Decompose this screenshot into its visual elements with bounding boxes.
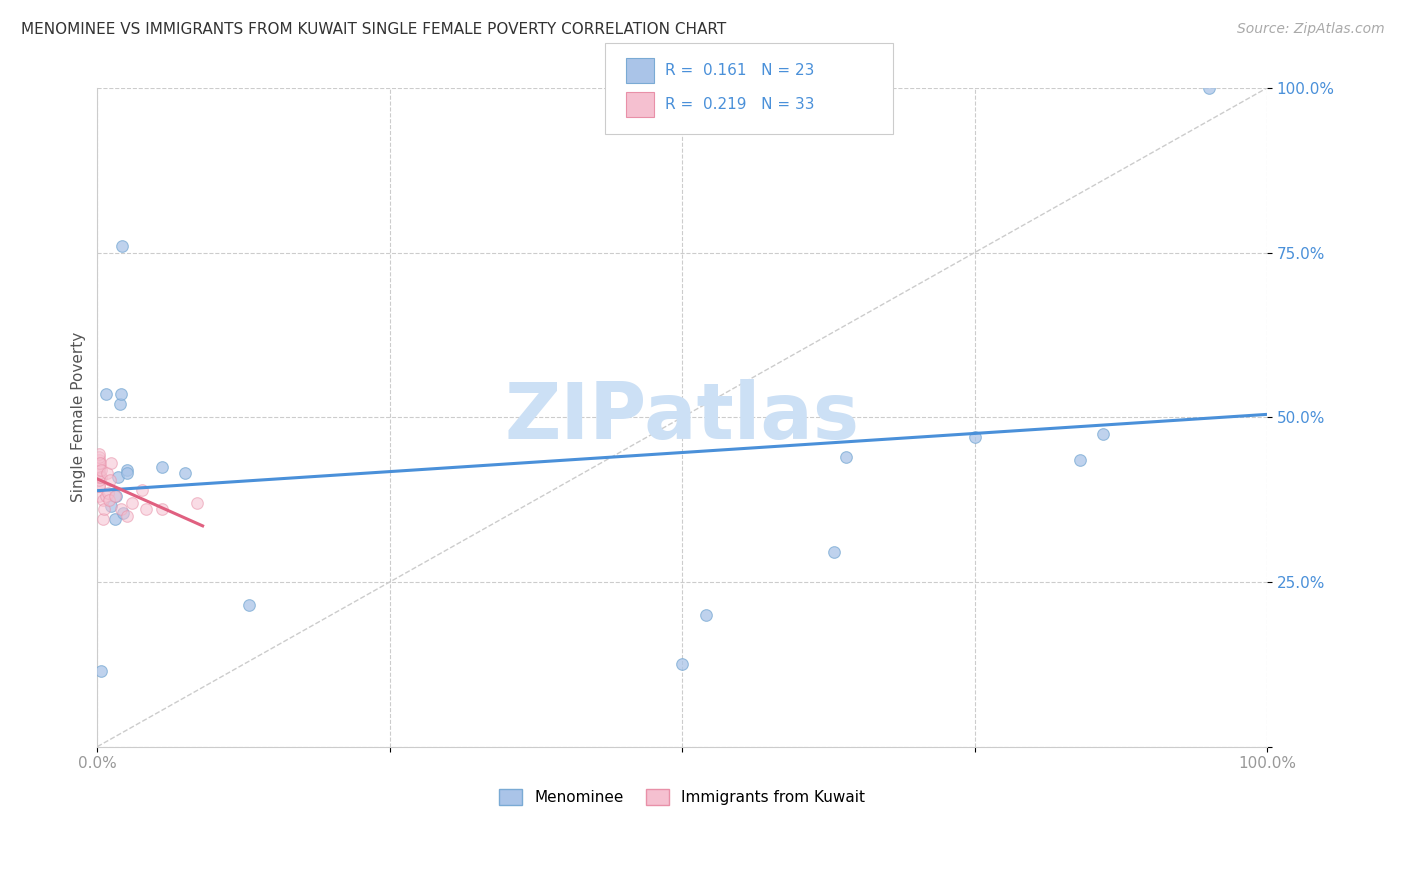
Point (87, 456, 110, 470)
Point (1092, 426, 1115, 441)
Point (100, 456, 122, 470)
Point (94, 387, 117, 401)
Point (90, 463, 112, 477)
Point (96, 467, 118, 481)
Point (98, 492, 121, 507)
Y-axis label: Single Female Poverty: Single Female Poverty (72, 332, 86, 502)
Point (105, 489, 128, 503)
Point (135, 502, 157, 516)
Point (823, 545, 845, 559)
Point (111, 239, 134, 253)
Point (695, 607, 717, 622)
Point (91, 512, 114, 526)
Point (87, 450, 110, 464)
Point (90, 664, 112, 678)
Point (98, 473, 121, 487)
Point (94, 489, 117, 503)
Point (121, 496, 143, 510)
Text: Source: ZipAtlas.com: Source: ZipAtlas.com (1237, 22, 1385, 37)
Point (115, 509, 138, 524)
Point (87, 453, 110, 467)
Point (87, 489, 110, 503)
Point (89, 456, 111, 470)
Point (963, 430, 986, 444)
Legend: Menominee, Immigrants from Kuwait: Menominee, Immigrants from Kuwait (492, 783, 872, 812)
Point (115, 463, 138, 477)
Point (112, 506, 135, 520)
Point (87, 463, 110, 477)
Point (1198, 81, 1220, 95)
Point (90, 469, 112, 483)
Point (110, 387, 132, 401)
Point (91, 492, 114, 507)
Point (87, 467, 110, 481)
Point (87, 469, 110, 483)
Point (104, 512, 127, 526)
Point (87, 459, 110, 474)
Point (87, 446, 110, 460)
Point (107, 469, 129, 483)
Point (87, 479, 110, 493)
Point (150, 459, 173, 474)
Point (150, 502, 173, 516)
Point (671, 657, 693, 672)
Point (1069, 453, 1091, 467)
Point (131, 483, 153, 497)
Point (110, 502, 132, 516)
Point (108, 397, 131, 411)
Point (87, 459, 110, 474)
Point (104, 489, 127, 503)
Point (835, 450, 858, 464)
Point (115, 467, 138, 481)
Point (97, 486, 120, 500)
Point (87, 479, 110, 493)
Text: R =  0.161   N = 23: R = 0.161 N = 23 (665, 63, 814, 78)
Point (93, 502, 115, 516)
Text: ZIPatlas: ZIPatlas (505, 379, 859, 455)
Point (87, 473, 110, 487)
Point (174, 467, 197, 481)
Point (186, 496, 208, 510)
Point (100, 499, 122, 513)
Point (238, 598, 260, 612)
Text: MENOMINEE VS IMMIGRANTS FROM KUWAIT SINGLE FEMALE POVERTY CORRELATION CHART: MENOMINEE VS IMMIGRANTS FROM KUWAIT SING… (21, 22, 727, 37)
Text: R =  0.219   N = 33: R = 0.219 N = 33 (665, 97, 814, 112)
